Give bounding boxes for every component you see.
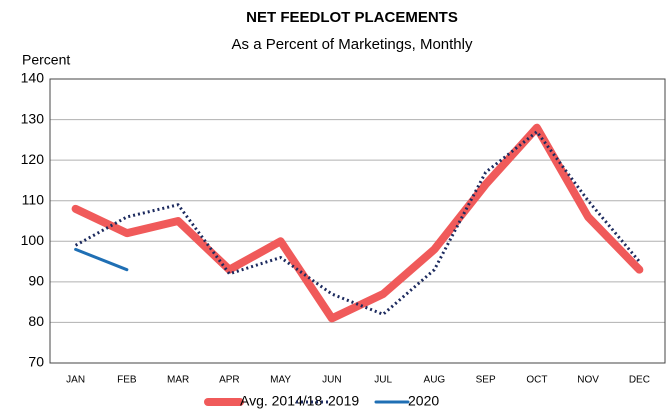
y-tick-label: 120 (21, 151, 45, 167)
series-line (74, 130, 641, 316)
x-tick-label: JUN (322, 375, 341, 386)
y-tick-label: 110 (22, 191, 45, 207)
legend-label: 2020 (408, 393, 439, 409)
x-tick-label: AUG (424, 375, 446, 386)
x-tick-label: FEB (117, 375, 137, 386)
x-tick-label: OCT (526, 375, 547, 386)
y-tick-label: 70 (28, 354, 44, 370)
legend-label: Avg. 2014/18 (240, 393, 322, 409)
x-tick-label: DEC (629, 375, 650, 386)
x-tick-label: JAN (66, 375, 85, 386)
x-tick-label: APR (219, 375, 240, 386)
y-tick-label: 130 (21, 110, 45, 126)
chart-title: NET FEEDLOT PLACEMENTS (246, 9, 458, 26)
x-tick-label: JUL (374, 375, 392, 386)
legend-label: 2019 (328, 393, 359, 409)
y-tick-label: 100 (21, 232, 45, 248)
chart-subtitle: As a Percent of Marketings, Monthly (232, 36, 473, 53)
plot-border (49, 78, 666, 364)
x-tick-label: MAR (167, 375, 189, 386)
y-tick-label: 90 (28, 273, 44, 289)
y-tick-label: 80 (28, 313, 44, 329)
y-axis-label: Percent (22, 52, 70, 68)
y-tick-label: 140 (21, 70, 45, 86)
x-tick-label: SEP (476, 375, 496, 386)
series-line (74, 247, 129, 272)
series-line (71, 123, 644, 323)
x-tick-label: NOV (577, 375, 599, 386)
x-tick-label: MAY (270, 375, 291, 386)
